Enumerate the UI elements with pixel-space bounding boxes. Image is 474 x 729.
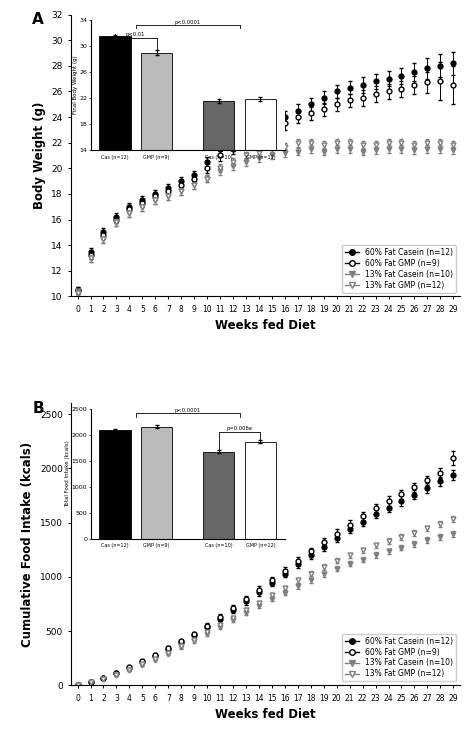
Legend: 60% Fat Casein (n=12), 60% Fat GMP (n=9), 13% Fat Casein (n=10), 13% Fat GMP (n=: 60% Fat Casein (n=12), 60% Fat GMP (n=9)…	[342, 634, 456, 682]
Y-axis label: Cumulative Food Intake (kcals): Cumulative Food Intake (kcals)	[21, 442, 34, 647]
X-axis label: Weeks fed Diet: Weeks fed Diet	[215, 708, 316, 721]
Text: B: B	[32, 401, 44, 416]
Text: A: A	[32, 12, 44, 27]
X-axis label: Weeks fed Diet: Weeks fed Diet	[215, 319, 316, 332]
Legend: 60% Fat Casein (n=12), 60% Fat GMP (n=9), 13% Fat Casein (n=10), 13% Fat GMP (n=: 60% Fat Casein (n=12), 60% Fat GMP (n=9)…	[342, 245, 456, 292]
Y-axis label: Body Weight (g): Body Weight (g)	[33, 102, 46, 209]
